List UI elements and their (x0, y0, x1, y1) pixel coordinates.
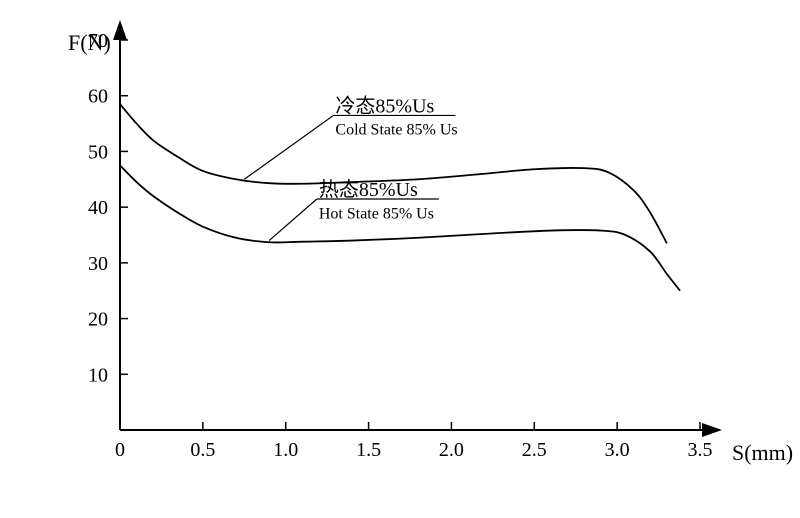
x-tick-label: 3.5 (688, 439, 713, 461)
x-tick-label: 1.0 (273, 439, 298, 461)
y-tick-label: 60 (88, 86, 108, 108)
y-tick-label: 50 (88, 141, 108, 163)
x-axis-title: S(mm) (732, 440, 793, 465)
axes (113, 20, 722, 437)
label-cold-cn: 冷态85%Us (335, 94, 434, 117)
label-hot: 热态85%Us Hot State 85% Us (269, 178, 439, 241)
y-tick-label: 40 (88, 197, 108, 219)
y-axis-title: F(N) (68, 30, 111, 55)
label-hot-leader (269, 199, 317, 241)
x-tick-label: 2.0 (439, 439, 464, 461)
x-tick-label: 0.5 (190, 439, 215, 461)
x-tick-label: 1.5 (356, 439, 381, 461)
x-tick-label: 3.0 (605, 439, 630, 461)
label-hot-en: Hot State 85% Us (319, 205, 434, 222)
label-cold-leader (244, 115, 333, 179)
label-hot-cn: 热态85%Us (319, 178, 418, 201)
x-axis-arrow (702, 423, 722, 437)
y-tick-label: 30 (88, 253, 108, 275)
label-cold-en: Cold State 85% Us (335, 122, 457, 139)
force-displacement-chart: 10203040506070 00.51.01.52.02.53.03.5 F(… (0, 0, 800, 518)
x-ticks: 0 0.5 1.0 1.5 2.0 2.5 3.0 3.5 (115, 422, 713, 461)
y-tick-label: 20 (88, 309, 108, 331)
x-tick-label: 2.5 (522, 439, 547, 461)
y-axis-arrow (113, 20, 127, 40)
y-tick-label: 10 (88, 364, 108, 386)
y-ticks: 10203040506070 (88, 30, 128, 386)
label-cold: 冷态85%Us Cold State 85% Us (244, 94, 457, 179)
x-tick-label: 0 (115, 439, 125, 461)
